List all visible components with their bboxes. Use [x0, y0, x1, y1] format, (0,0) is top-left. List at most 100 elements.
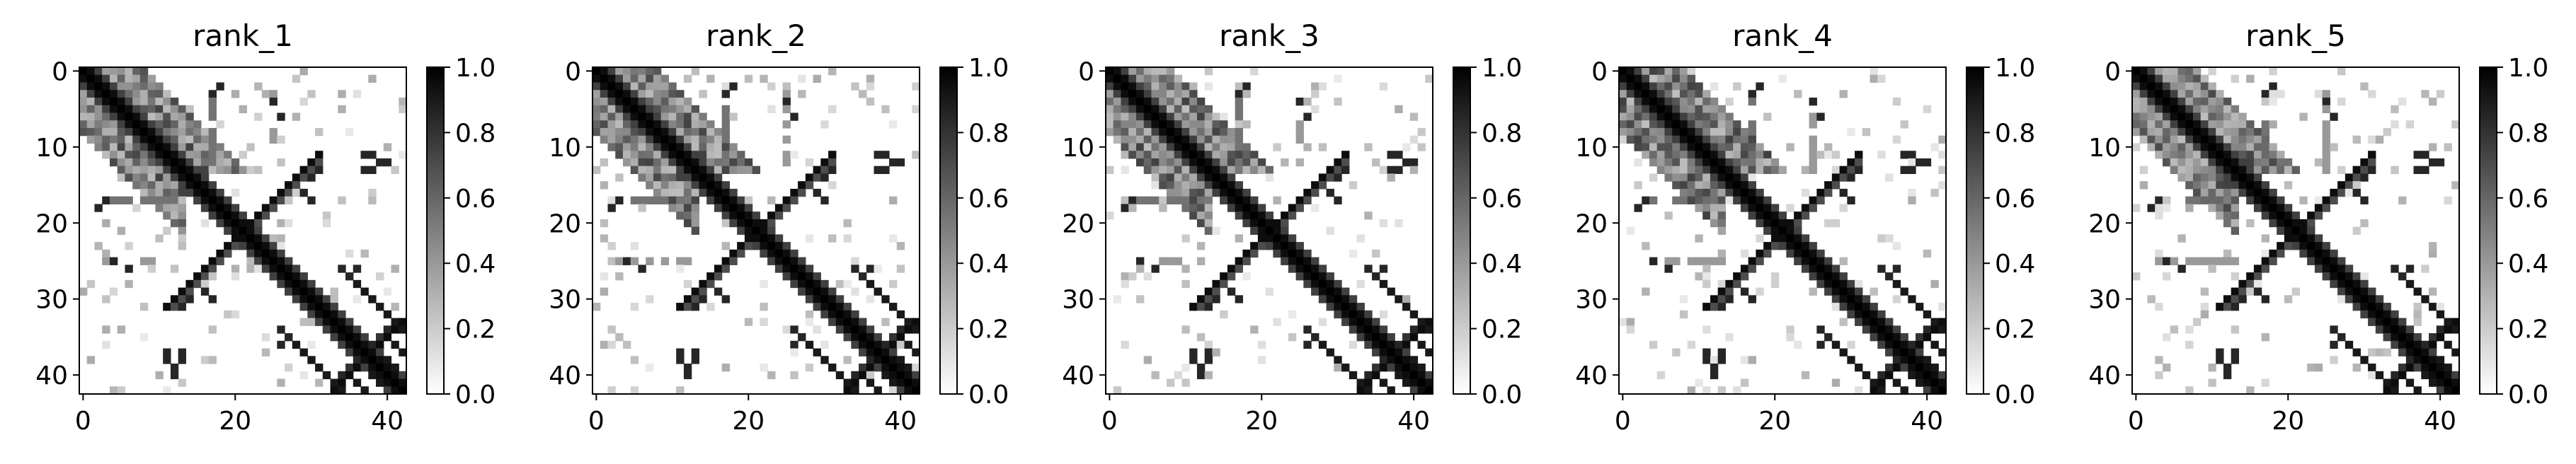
heatmap-cell [706, 135, 715, 144]
heatmap-cell [676, 127, 685, 137]
heatmap-cell [1121, 143, 1129, 151]
heatmap-cell [2429, 333, 2437, 342]
heatmap-cell [147, 74, 156, 83]
heatmap-cell [155, 143, 164, 151]
heatmap-cell [2177, 135, 2186, 144]
heatmap-cell [269, 257, 277, 265]
heatmap-cell [1204, 120, 1213, 129]
heatmap-cell [1235, 181, 1243, 190]
heatmap-cell [2155, 303, 2163, 311]
heatmap-cell [2208, 151, 2216, 159]
x-tick-label: 20 [219, 407, 251, 436]
heatmap-cell [360, 340, 369, 349]
heatmap-cell [254, 234, 263, 243]
heatmap-cell [1159, 74, 1167, 83]
heatmap-cell [1379, 348, 1388, 356]
heatmap-cell [1877, 318, 1886, 326]
heatmap-cell [683, 105, 692, 114]
heatmap-cell [1649, 257, 1658, 265]
heatmap-cell [399, 348, 407, 356]
heatmap-cell [1839, 204, 1848, 212]
heatmap-cell [1227, 287, 1236, 296]
heatmap-cell [2231, 135, 2240, 144]
heatmap-cell [1626, 112, 1635, 121]
heatmap-cell [676, 173, 685, 182]
heatmap-cell [1242, 151, 1251, 159]
heatmap-cell [1128, 127, 1137, 137]
heatmap-cell [2421, 151, 2429, 159]
heatmap-cell [1626, 67, 1635, 76]
heatmap-cell [2360, 287, 2369, 296]
heatmap-cell [2269, 82, 2277, 91]
heatmap-cell [2216, 90, 2224, 98]
heatmap-cell [1189, 82, 1198, 91]
heatmap-cell [2269, 249, 2277, 258]
heatmap-cell [2208, 364, 2216, 372]
heatmap-cell [1824, 265, 1833, 273]
heatmap-cell [2391, 333, 2399, 342]
heatmap-cell [630, 303, 639, 311]
heatmap-cell [1220, 151, 1228, 159]
heatmap-cell [2261, 211, 2269, 220]
heatmap-cell [668, 204, 677, 212]
heatmap-cell [1733, 386, 1741, 395]
heatmap-cell [185, 120, 194, 129]
heatmap-cell [1847, 279, 1855, 289]
heatmap-cell [1634, 112, 1642, 121]
heatmap-cell [254, 82, 263, 91]
heatmap-cell [170, 295, 179, 303]
heatmap-cell [1756, 211, 1764, 220]
heatmap-cell [859, 340, 867, 349]
heatmap-cell [1334, 74, 1342, 83]
heatmap-cell [246, 257, 255, 265]
heatmap-cell [353, 378, 362, 387]
heatmap-cell [843, 219, 852, 228]
heatmap-cell [2200, 173, 2209, 182]
heatmap-cell [638, 173, 646, 182]
heatmap-cell [1702, 97, 1711, 106]
heatmap-cell [1227, 127, 1236, 137]
heatmap-cell [2162, 257, 2171, 265]
heatmap-cell [147, 188, 156, 197]
heatmap-cell [269, 127, 277, 137]
heatmap-cell [2238, 135, 2247, 144]
heatmap-cell [851, 287, 859, 296]
heatmap-cell [820, 340, 829, 349]
heatmap-cell [2375, 303, 2384, 311]
heatmap-cell [866, 378, 875, 387]
heatmap-cell [1212, 127, 1220, 137]
heatmap-cell [2216, 356, 2224, 364]
heatmap-cell [638, 151, 646, 159]
heatmap-cell [1181, 265, 1190, 273]
heatmap-cell [1756, 257, 1764, 265]
heatmap-cell [1656, 67, 1666, 76]
heatmap-cell [1801, 234, 1810, 243]
heatmap-cell [1227, 173, 1236, 182]
heatmap-cell [1174, 257, 1183, 265]
heatmap-cell [185, 166, 194, 175]
heatmap-cell [1664, 112, 1673, 121]
heatmap-cell [683, 135, 692, 144]
heatmap-cell [866, 340, 875, 349]
heatmap-cell [1326, 173, 1334, 182]
heatmap-cell [178, 173, 187, 182]
heatmap-cell [2177, 158, 2186, 167]
heatmap-cell [224, 310, 232, 319]
heatmap-cell [1733, 120, 1741, 129]
heatmap-cell [1930, 386, 1939, 395]
heatmap-cell [322, 371, 331, 380]
heatmap-cell [1265, 234, 1273, 243]
heatmap-cell [2307, 364, 2315, 372]
heatmap-cell [2330, 325, 2338, 334]
heatmap-cell [1908, 340, 1916, 349]
heatmap-cell [1257, 166, 1266, 175]
heatmap-cell [744, 211, 753, 220]
heatmap-cell [1220, 272, 1228, 281]
heatmap-cell [1181, 378, 1190, 387]
heatmap-cell [2261, 333, 2269, 342]
heatmap-cell [2277, 219, 2285, 228]
heatmap-cell [178, 219, 187, 228]
heatmap-cell [376, 356, 384, 364]
heatmap-cell [2246, 135, 2255, 144]
heatmap-cell [239, 105, 247, 114]
